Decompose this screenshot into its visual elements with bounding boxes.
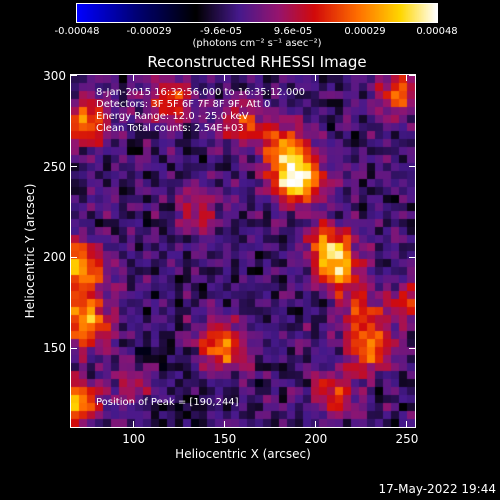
colorbar-tick-label: 0.00029 [344, 26, 386, 37]
annotation-detectors: Detectors: 3F 5F 6F 7F 8F 9F, Att 0 [96, 99, 271, 110]
x-tick-mark [315, 421, 317, 427]
y-tick-mark [71, 347, 77, 349]
colorbar-tick-label: -9.6e-05 [200, 26, 242, 37]
plot-area: 8-Jan-2015 16:32:56.000 to 16:35:12.000 … [70, 74, 416, 428]
footer-timestamp: 17-May-2022 19:44 [378, 482, 496, 496]
chart-title: Reconstructed RHESSI Image [147, 53, 367, 71]
x-tick-mark [406, 75, 408, 81]
y-axis-label: Heliocentric Y (arcsec) [23, 183, 37, 319]
heatmap-image [71, 75, 415, 427]
annotation-counts: Clean Total counts: 2.54E+03 [96, 123, 244, 134]
y-tick-mark [409, 75, 415, 77]
colorbar-gradient [77, 4, 437, 22]
annotation-time-range: 8-Jan-2015 16:32:56.000 to 16:35:12.000 [96, 87, 305, 98]
colorbar [76, 3, 438, 23]
y-tick-mark [409, 166, 415, 168]
x-tick-mark [133, 421, 135, 427]
x-tick-label: 200 [304, 432, 328, 446]
x-tick-mark [133, 75, 135, 81]
x-tick-label: 250 [395, 432, 419, 446]
colorbar-tick-label: -0.00048 [54, 26, 100, 37]
y-tick-label: 200 [43, 250, 66, 265]
colorbar-tick-label: -0.00029 [126, 26, 172, 37]
y-tick-mark [71, 75, 77, 77]
x-tick-label: 100 [122, 432, 146, 446]
y-tick-mark [71, 256, 77, 258]
colorbar-tick-label: 9.6e-05 [273, 26, 313, 37]
x-tick-mark [224, 75, 226, 81]
x-tick-mark [224, 421, 226, 427]
x-tick-label: 150 [213, 432, 237, 446]
annotation-energy-range: Energy Range: 12.0 - 25.0 keV [96, 111, 249, 122]
y-tick-label: 300 [43, 68, 66, 83]
colorbar-tick-label: 0.00048 [416, 26, 458, 37]
y-tick-mark [409, 256, 415, 258]
y-tick-mark [71, 166, 77, 168]
y-tick-label: 250 [43, 159, 66, 174]
annotation-peak-position: Position of Peak = [190,244] [96, 397, 239, 408]
x-axis-label: Heliocentric X (arcsec) [175, 447, 311, 461]
x-tick-mark [315, 75, 317, 81]
y-tick-label: 150 [43, 341, 66, 356]
colorbar-unit-label: (photons cm⁻² s⁻¹ asec⁻²) [192, 38, 322, 49]
y-tick-mark [409, 347, 415, 349]
x-tick-mark [406, 421, 408, 427]
